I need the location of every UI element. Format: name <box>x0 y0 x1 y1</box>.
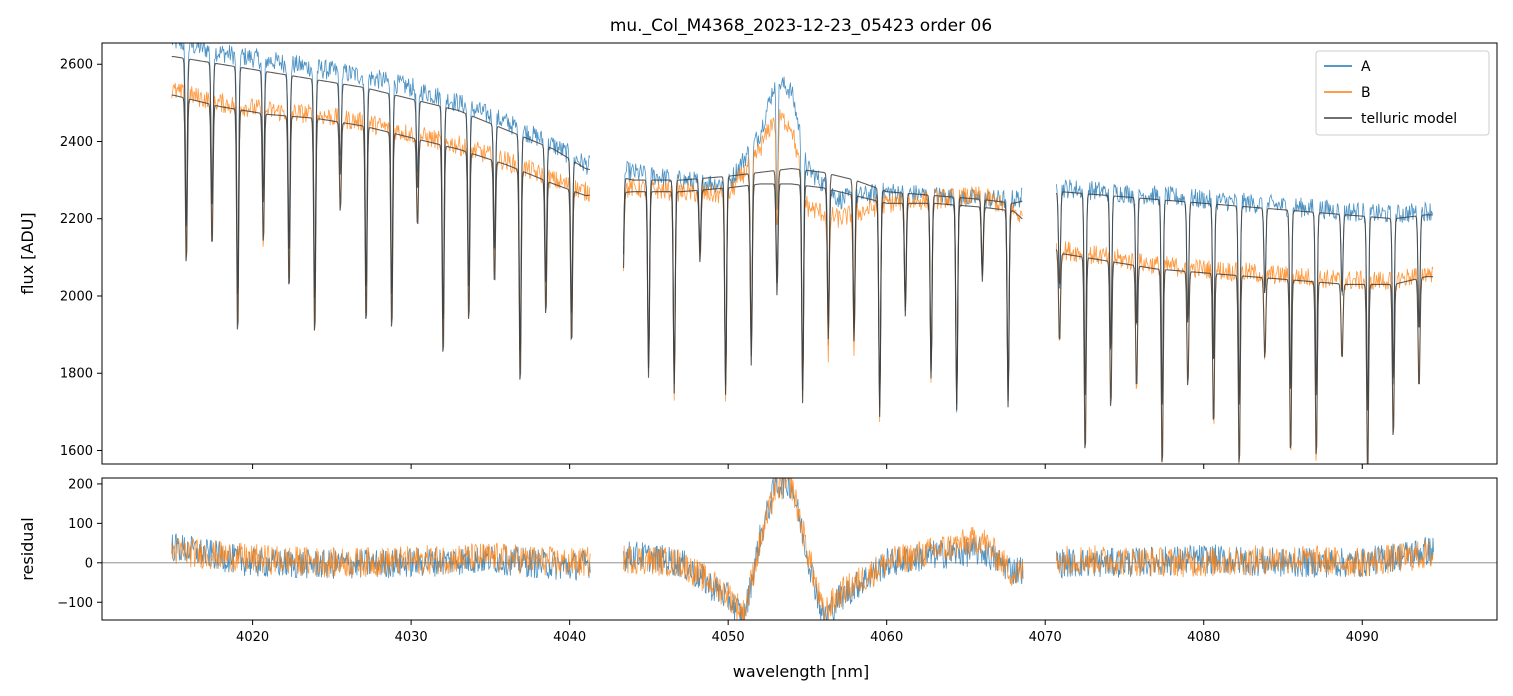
legend-label: A <box>1361 59 1371 75</box>
series-telluric-model-b--segment-0 <box>171 94 590 380</box>
legend-label: telluric model <box>1361 111 1457 127</box>
x-tick-label: 4030 <box>395 630 428 645</box>
series-a-segment-0 <box>171 43 591 356</box>
residual-plot-area <box>171 478 1434 620</box>
x-axis-label: wavelength [nm] <box>733 662 870 681</box>
series-b-segment-1 <box>623 478 1024 620</box>
series-a-segment-0 <box>171 533 591 581</box>
x-tick-label: 4070 <box>1029 630 1062 645</box>
legend-box <box>1315 50 1490 136</box>
flux-axes-frame <box>101 42 1498 465</box>
x-tick-label: 4040 <box>553 630 586 645</box>
y-tick-label: 2000 <box>60 289 93 304</box>
y-tick-label: 100 <box>68 517 93 532</box>
series-b-segment-1 <box>623 109 1023 422</box>
y-tick-label: 2600 <box>60 58 93 73</box>
y-tick-label: 2400 <box>60 135 93 150</box>
y-tick-label: 0 <box>85 556 93 571</box>
x-tick-label: 4050 <box>712 630 745 645</box>
residual-axes-frame <box>101 477 1498 621</box>
series-b-segment-2 <box>1055 241 1434 464</box>
series-b-segment-2 <box>1055 540 1434 578</box>
x-tick-label: 4020 <box>236 630 269 645</box>
x-tick-label: 4080 <box>1187 630 1220 645</box>
legend-label: B <box>1361 85 1371 101</box>
flux-panel: 1600 1800 2000 2200 2400 2600 flux [ADU] <box>18 42 1498 469</box>
residual-panel: −100 0 100 200 4020 4030 4040 4050 4060 4070 4080 4… <box>18 477 1498 645</box>
y-tick-label: −100 <box>57 596 93 611</box>
series-a-segment-2 <box>1055 537 1434 579</box>
x-tick-label: 4090 <box>1346 630 1379 645</box>
series-telluric-model-segment-2 <box>1055 191 1433 411</box>
series-telluric-model-segment-1 <box>622 168 1023 407</box>
series-b-segment-0 <box>171 538 591 578</box>
chart-title: mu._Col_M4368_2023-12-23_05423 order 06 <box>610 16 992 36</box>
x-tick-label: 4060 <box>870 630 903 645</box>
residual-y-axis-label: residual <box>18 517 37 580</box>
flux-plot-area <box>171 43 1434 464</box>
series-telluric-model-segment-0 <box>171 55 590 351</box>
series-a-segment-1 <box>623 76 1023 413</box>
flux-y-axis-label: flux [ADU] <box>18 212 37 294</box>
series-telluric-model-b--segment-2 <box>1055 249 1433 464</box>
y-tick-label: 1800 <box>60 367 93 382</box>
series-telluric-model-b--segment-1 <box>622 183 1023 417</box>
series-a-segment-2 <box>1055 179 1434 400</box>
y-tick-label: 200 <box>68 477 93 492</box>
y-tick-label: 2200 <box>60 212 93 227</box>
y-tick-label: 1600 <box>60 444 93 459</box>
